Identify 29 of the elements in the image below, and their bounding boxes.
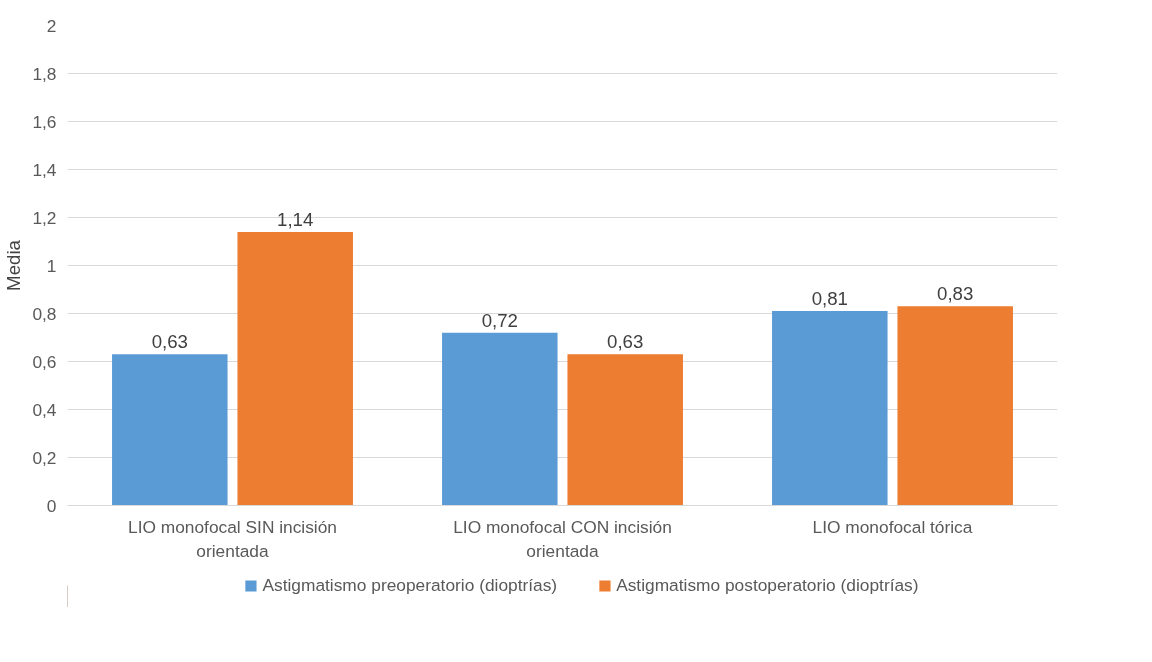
bar: [772, 311, 888, 506]
y-tick-label: 1,4: [32, 159, 57, 180]
y-tick-label: 0: [46, 495, 57, 516]
y-tick-label: 0,8: [32, 303, 57, 324]
bar: [442, 332, 558, 506]
bar: [237, 231, 353, 506]
x-tick-label: LIO monofocal SIN incisión orientada: [128, 516, 337, 561]
bar: [897, 306, 1013, 506]
x-tick-label: LIO monofocal tórica: [812, 516, 973, 537]
legend-label: Astigmatismo preoperatorio (dioptrías): [262, 574, 558, 596]
data-label: 0,81: [811, 288, 848, 310]
data-label: 0,83: [937, 283, 974, 305]
y-tick-label: 0,6: [32, 351, 57, 372]
x-tick-label: LIO monofocal CON incisión orientada: [453, 516, 672, 561]
y-tick-label: 2: [46, 15, 57, 36]
y-tick-label: 1: [46, 255, 57, 276]
data-label: 0,63: [607, 331, 644, 353]
y-tick-label: 1,6: [32, 111, 57, 132]
y-tick-label: 1,2: [32, 207, 57, 228]
legend-label: Astigmatismo postoperatorio (dioptrías): [616, 574, 919, 596]
bar: [112, 354, 228, 506]
bar: [567, 354, 683, 506]
y-tick-label: 0,4: [32, 399, 57, 420]
data-label: 1,14: [277, 208, 314, 230]
y-tick-label: 0,2: [32, 447, 57, 468]
data-label: 0,63: [151, 331, 188, 353]
data-label: 0,72: [481, 309, 518, 331]
y-axis-title: Media: [3, 239, 25, 291]
y-tick-label: 1,8: [32, 63, 57, 84]
